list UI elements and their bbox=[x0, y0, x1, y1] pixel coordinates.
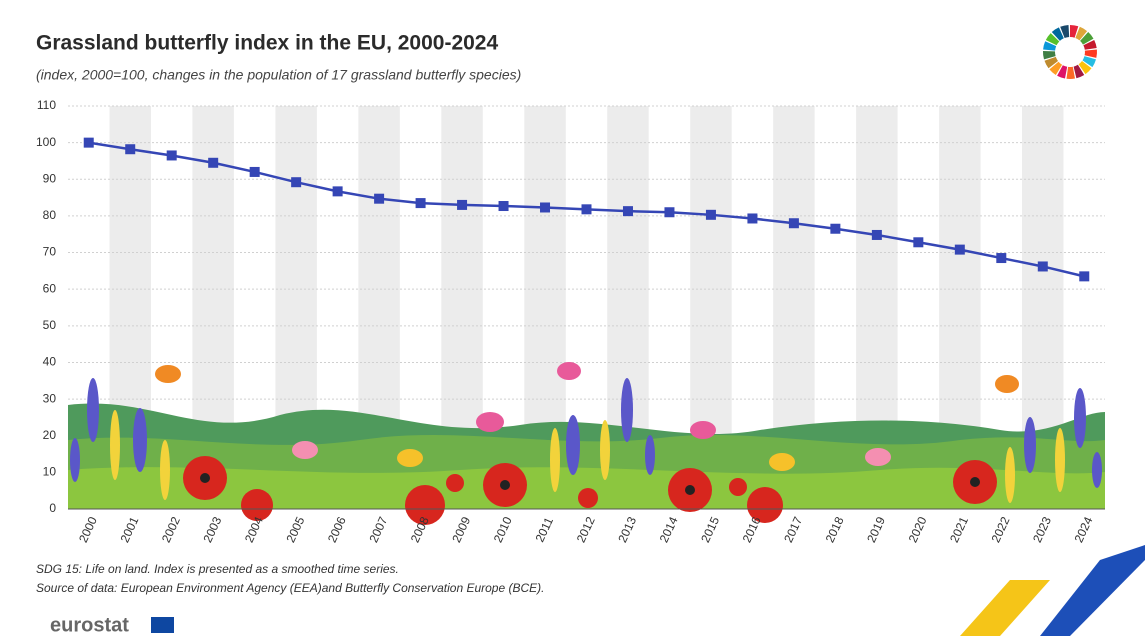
sdg-segment bbox=[1045, 33, 1060, 46]
data-point bbox=[540, 202, 551, 213]
y-tick-label: 40 bbox=[43, 355, 57, 369]
chart-title: Grassland butterfly index in the EU, 200… bbox=[36, 32, 498, 55]
data-point bbox=[415, 198, 426, 209]
data-point bbox=[871, 229, 882, 240]
data-point bbox=[664, 207, 675, 218]
sdg-segment bbox=[1044, 56, 1058, 69]
poppies bbox=[183, 456, 997, 525]
lavender bbox=[70, 378, 1102, 488]
sdg-segment bbox=[1060, 25, 1070, 38]
grass bbox=[68, 467, 1105, 509]
sdg-logo bbox=[1042, 24, 1097, 80]
data-point bbox=[457, 199, 468, 210]
decoration bbox=[1040, 545, 1145, 636]
sdg-segment bbox=[1075, 26, 1088, 41]
y-tick-label: 30 bbox=[43, 391, 57, 405]
data-point bbox=[747, 213, 758, 224]
sdg-segment bbox=[1070, 24, 1079, 38]
footnote: Source of data: European Environment Age… bbox=[36, 581, 545, 595]
data-point bbox=[788, 218, 799, 229]
y-tick-label: 20 bbox=[43, 428, 57, 442]
y-tick-label: 80 bbox=[43, 208, 57, 222]
sdg-segment bbox=[1042, 51, 1056, 60]
data-point bbox=[622, 206, 633, 217]
y-tick-label: 60 bbox=[43, 281, 57, 295]
data-point bbox=[1079, 271, 1090, 282]
sdg-segment bbox=[1084, 49, 1097, 58]
footnote: SDG 15: Life on land. Index is presented… bbox=[36, 562, 399, 576]
data-point bbox=[830, 223, 841, 234]
sdg-segment bbox=[1057, 65, 1068, 79]
sdg-segment bbox=[1083, 40, 1097, 50]
data-point bbox=[1037, 261, 1048, 272]
data-point bbox=[581, 204, 592, 215]
y-tick-label: 50 bbox=[43, 318, 57, 332]
y-tick-label: 10 bbox=[43, 465, 57, 479]
sdg-segment bbox=[1043, 41, 1057, 51]
y-tick-label: 70 bbox=[43, 245, 57, 259]
y-tick-label: 100 bbox=[36, 135, 56, 149]
data-point bbox=[83, 137, 94, 148]
sdg-segment bbox=[1073, 64, 1085, 79]
data-point bbox=[374, 193, 385, 204]
wheat bbox=[110, 410, 1065, 503]
y-tick-label: 0 bbox=[49, 501, 56, 515]
sdg-segment bbox=[1049, 61, 1063, 75]
data-point bbox=[166, 150, 177, 161]
data-point bbox=[996, 253, 1007, 264]
data-point bbox=[208, 157, 219, 168]
y-tick-label: 110 bbox=[37, 98, 56, 112]
butterflies bbox=[155, 362, 1019, 471]
brand-logo: eurostat bbox=[50, 614, 129, 636]
data-point bbox=[954, 244, 965, 255]
y-tick-label: 90 bbox=[43, 171, 57, 185]
decoration bbox=[960, 580, 1050, 636]
data-point bbox=[498, 201, 509, 212]
sdg-segment bbox=[1078, 61, 1092, 75]
meadow-decoration bbox=[68, 362, 1105, 525]
sdg-segment bbox=[1051, 27, 1064, 41]
data-point bbox=[249, 166, 260, 177]
data-point bbox=[291, 177, 302, 188]
sdg-segment bbox=[1082, 56, 1096, 68]
data-point bbox=[705, 209, 716, 220]
eu-flag bbox=[151, 617, 174, 633]
chart-subtitle: (index, 2000=100, changes in the populat… bbox=[36, 67, 521, 83]
data-point bbox=[125, 144, 136, 155]
plot-data bbox=[83, 137, 1090, 282]
sdg-segment bbox=[1080, 32, 1094, 45]
data-point bbox=[913, 237, 924, 248]
sdg-segment bbox=[1066, 66, 1075, 80]
data-point bbox=[332, 186, 343, 197]
